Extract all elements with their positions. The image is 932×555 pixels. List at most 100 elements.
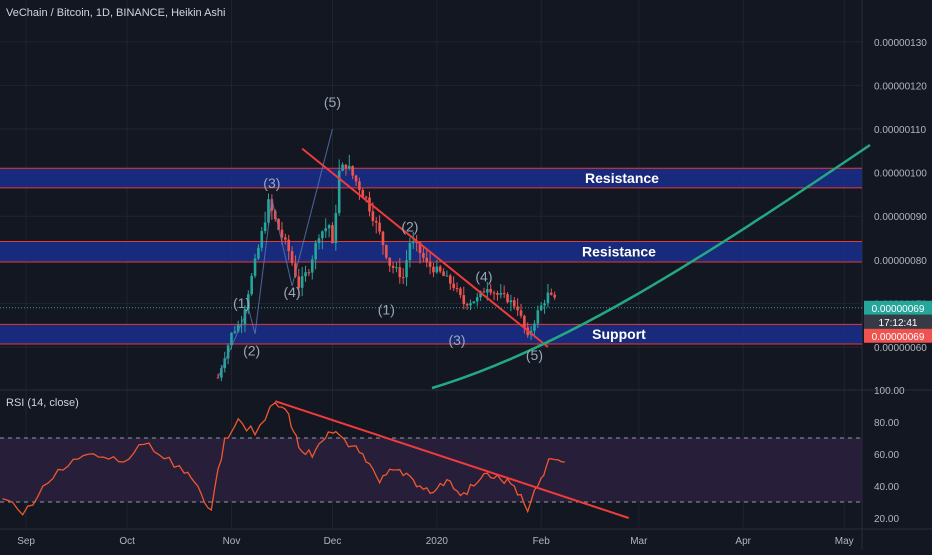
rsi-band xyxy=(0,438,862,502)
wave-label: (1) xyxy=(378,301,395,317)
x-tick-label: May xyxy=(835,536,854,547)
candle-body xyxy=(300,276,304,288)
candle-body xyxy=(230,332,233,346)
candle-body xyxy=(516,306,519,311)
candle-body xyxy=(263,222,267,232)
x-tick-label: Dec xyxy=(324,536,342,547)
candle-body xyxy=(294,263,297,277)
candle-body xyxy=(216,377,220,379)
price-tag xyxy=(864,314,932,329)
candle-body xyxy=(327,225,331,229)
y-tick-label: 0.00000130 xyxy=(874,38,927,49)
candle-body xyxy=(368,197,371,212)
rsi-tick-label: 60.00 xyxy=(874,450,899,461)
price-tag xyxy=(864,300,932,315)
candle-body xyxy=(317,238,321,244)
rsi-trendline xyxy=(274,400,630,519)
candle-body xyxy=(304,272,307,277)
candle-body xyxy=(253,258,257,276)
candle-body xyxy=(422,253,425,258)
candle-body xyxy=(502,293,506,295)
candle-body xyxy=(519,310,523,316)
candle-body xyxy=(432,266,435,273)
wave-label: (1) xyxy=(233,295,250,311)
candle-body xyxy=(553,294,556,298)
candle-body xyxy=(546,292,550,304)
price-tag xyxy=(864,328,932,343)
candle-body xyxy=(381,231,385,246)
wave-label: (4) xyxy=(475,269,492,285)
price-trendline xyxy=(301,147,549,348)
y-tick-label: 0.00000120 xyxy=(874,81,927,92)
candle-body xyxy=(270,199,274,211)
candle-body xyxy=(334,213,338,244)
candle-body xyxy=(374,221,378,223)
candles xyxy=(216,154,556,382)
wave-label: (4) xyxy=(284,284,301,300)
candle-body xyxy=(310,259,314,273)
candle-body xyxy=(337,170,341,214)
wave-label: (2) xyxy=(401,218,418,234)
candle-body xyxy=(351,166,354,176)
candle-body xyxy=(284,237,287,240)
rsi-tick-label: 80.00 xyxy=(874,418,899,429)
wave-label: (5) xyxy=(526,347,543,363)
candle-body xyxy=(492,292,496,294)
candle-body xyxy=(250,275,253,295)
price-tag-text: 0.00000069 xyxy=(872,332,925,343)
candle-body xyxy=(428,262,432,267)
candle-body xyxy=(385,245,388,258)
candle-body xyxy=(509,300,513,303)
candle-body xyxy=(469,303,472,306)
candle-body xyxy=(435,266,439,273)
y-tick-label: 0.00000090 xyxy=(874,212,927,223)
zone-band xyxy=(0,324,862,344)
candle-body xyxy=(452,283,455,289)
candle-body xyxy=(408,243,412,261)
rsi-tick-label: 20.00 xyxy=(874,514,899,525)
candle-body xyxy=(472,301,476,304)
candle-body xyxy=(391,265,395,268)
y-tick-label: 0.00000060 xyxy=(874,343,927,354)
candle-body xyxy=(354,175,358,182)
candle-body xyxy=(331,225,334,244)
wave-label: (5) xyxy=(324,94,341,110)
candle-body xyxy=(536,310,540,324)
zone-label: Support xyxy=(592,326,646,342)
zone-label: Resistance xyxy=(585,170,659,186)
candle-body xyxy=(425,257,429,263)
candle-body xyxy=(465,304,469,306)
rsi-tick-label: 100.00 xyxy=(874,386,905,397)
candle-body xyxy=(482,291,486,293)
price-tag-text: 17:12:41 xyxy=(879,318,918,329)
chart-title: VeChain / Bitcoin, 1D, BINANCE, Heikin A… xyxy=(6,7,225,19)
candle-body xyxy=(361,189,365,197)
candle-body xyxy=(486,288,489,293)
rsi-line xyxy=(2,401,565,516)
candle-body xyxy=(550,292,553,295)
candle-body xyxy=(442,271,445,276)
y-tick-label: 0.00000110 xyxy=(874,125,927,136)
x-tick-label: 2020 xyxy=(426,536,449,547)
x-tick-label: Feb xyxy=(533,536,551,547)
rsi-tick-label: 40.00 xyxy=(874,482,899,493)
candle-body xyxy=(523,315,526,328)
candle-body xyxy=(297,276,301,288)
candle-body xyxy=(445,275,449,277)
candle-body xyxy=(321,231,324,239)
candle-body xyxy=(459,288,462,296)
candle-body xyxy=(411,241,415,244)
candle-body xyxy=(348,166,351,169)
candle-body xyxy=(364,196,368,198)
candle-body xyxy=(475,297,479,302)
candle-body xyxy=(267,199,270,223)
candle-body xyxy=(388,257,391,266)
candle-body xyxy=(506,294,509,303)
wave-path xyxy=(217,128,333,378)
candle-body xyxy=(260,231,264,248)
candle-body xyxy=(371,211,375,222)
candle-body xyxy=(398,267,402,278)
candle-body xyxy=(479,291,482,298)
